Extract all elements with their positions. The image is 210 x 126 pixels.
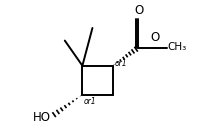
Text: O: O (151, 31, 160, 44)
Text: O: O (134, 4, 144, 17)
Text: CH₃: CH₃ (167, 42, 186, 52)
Text: or1: or1 (114, 59, 127, 68)
Text: or1: or1 (84, 97, 96, 106)
Text: HO: HO (33, 111, 51, 124)
